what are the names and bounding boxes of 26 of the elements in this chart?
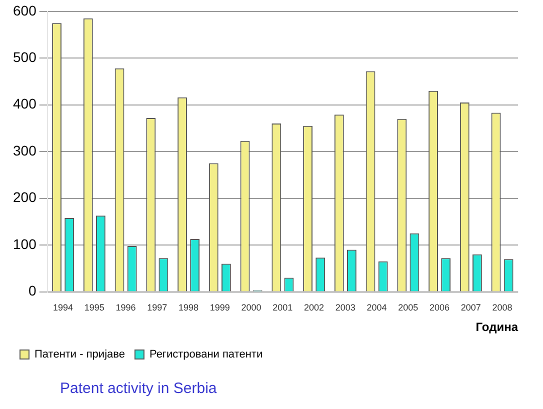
y-tick-label: 400 xyxy=(13,96,37,112)
y-tick-label: 500 xyxy=(13,48,37,65)
y-tick-label: 0 xyxy=(28,282,37,299)
x-tick-label: 2002 xyxy=(304,302,324,313)
x-axis-title: Година xyxy=(476,320,518,334)
x-tick-label: 2008 xyxy=(492,302,512,313)
legend-label: Патенти - пријаве xyxy=(34,348,125,361)
x-tick-label: 1994 xyxy=(53,302,74,313)
x-tick-label: 2007 xyxy=(460,302,481,313)
x-tick-label: 2003 xyxy=(335,302,356,313)
x-tick-label: 2001 xyxy=(272,302,293,313)
x-tick-label: 2000 xyxy=(241,302,262,313)
legend-label: Регистровани патенти xyxy=(149,348,263,361)
x-tick-label: 2004 xyxy=(366,302,387,313)
text: Patent activity in Serbia xyxy=(60,380,217,397)
y-tick-label: 200 xyxy=(13,189,37,206)
x-tick-label: 1997 xyxy=(147,302,168,313)
x-tick-label: 1996 xyxy=(116,302,136,313)
y-tick-label: 300 xyxy=(13,142,37,158)
y-tick-label: 100 xyxy=(13,236,37,252)
x-tick-label: 2005 xyxy=(398,302,418,313)
x-tick-label: 2006 xyxy=(430,302,450,313)
y-tick-label: 600 xyxy=(13,2,37,18)
x-tick-label: 1998 xyxy=(178,302,199,313)
x-tick-label: 1995 xyxy=(84,302,104,313)
x-tick-label: 1999 xyxy=(210,302,230,313)
